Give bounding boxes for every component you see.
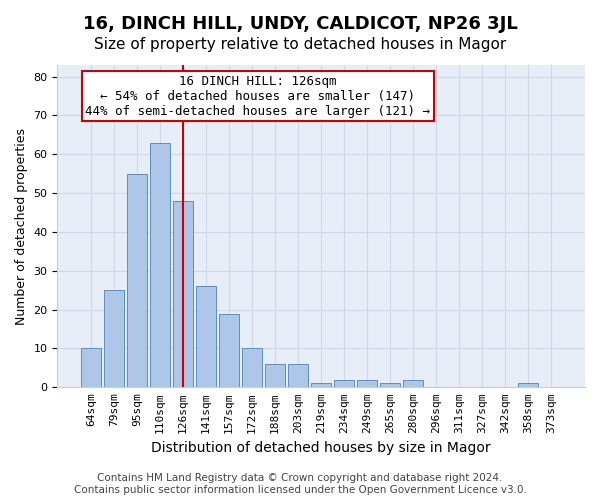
Bar	[242, 348, 262, 388]
Bar	[289, 364, 308, 388]
Y-axis label: Number of detached properties: Number of detached properties	[15, 128, 28, 324]
Bar	[173, 201, 193, 388]
Bar	[265, 364, 285, 388]
Text: 16, DINCH HILL, UNDY, CALDICOT, NP26 3JL: 16, DINCH HILL, UNDY, CALDICOT, NP26 3JL	[83, 15, 517, 33]
Bar	[151, 142, 170, 388]
Text: Contains HM Land Registry data © Crown copyright and database right 2024.
Contai: Contains HM Land Registry data © Crown c…	[74, 474, 526, 495]
Bar	[220, 314, 239, 388]
Bar	[334, 380, 354, 388]
Bar	[518, 384, 538, 388]
Text: 16 DINCH HILL: 126sqm
← 54% of detached houses are smaller (147)
44% of semi-det: 16 DINCH HILL: 126sqm ← 54% of detached …	[85, 74, 430, 118]
Bar	[403, 380, 423, 388]
Bar	[196, 286, 216, 388]
Bar	[127, 174, 147, 388]
Bar	[358, 380, 377, 388]
Bar	[311, 384, 331, 388]
Text: Size of property relative to detached houses in Magor: Size of property relative to detached ho…	[94, 38, 506, 52]
Bar	[380, 384, 400, 388]
Bar	[82, 348, 101, 388]
Bar	[104, 290, 124, 388]
X-axis label: Distribution of detached houses by size in Magor: Distribution of detached houses by size …	[151, 441, 491, 455]
